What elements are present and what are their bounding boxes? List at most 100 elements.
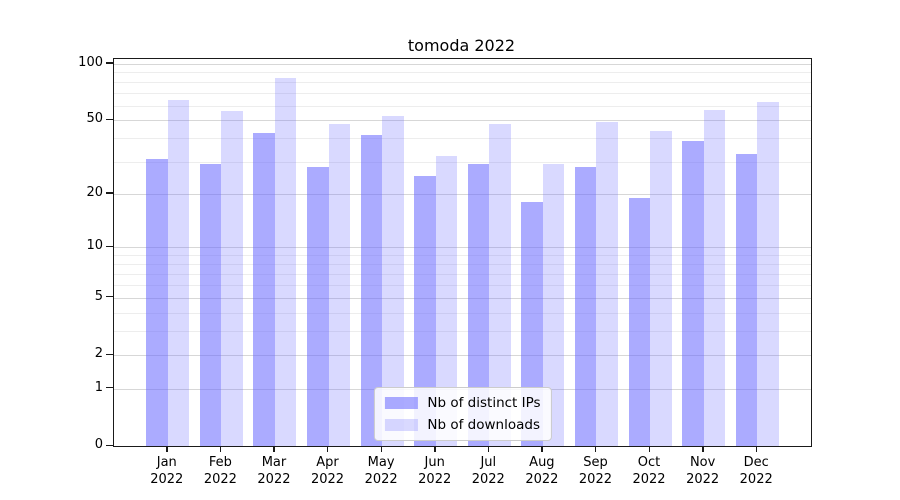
y-tick-label: 0: [94, 437, 103, 452]
x-tick-label: Jun 2022: [405, 454, 465, 488]
y-major-gridline: [114, 120, 811, 122]
x-tick-year: 2022: [203, 472, 237, 487]
x-tick-label: Nov 2022: [673, 454, 733, 488]
bar-distinct-ips-apr: [307, 167, 329, 446]
x-tick-label: Apr 2022: [298, 454, 358, 488]
x-tick-year: 2022: [471, 472, 505, 487]
bar-downloads-jun: [435, 156, 458, 446]
y-tick-mark: [106, 118, 113, 121]
bar-downloads-jul: [489, 123, 511, 446]
x-tick-label: Jan 2022: [137, 454, 197, 488]
x-tick-month: Dec: [743, 455, 769, 470]
y-minor-gridline: [114, 264, 811, 266]
y-tick-label: 2: [94, 346, 103, 361]
x-tick-mark: [755, 446, 758, 452]
y-tick-mark: [106, 62, 113, 64]
y-major-gridline: [114, 63, 811, 65]
y-tick-label: 20: [86, 184, 103, 200]
x-tick-year: 2022: [150, 472, 184, 487]
bar-distinct-ips-mar: [253, 132, 275, 446]
x-tick-year: 2022: [739, 472, 773, 487]
bar-distinct-ips-jul: [467, 164, 490, 446]
y-minor-gridline: [114, 72, 811, 74]
x-tick-month: Nov: [689, 455, 716, 470]
x-tick-mark: [487, 446, 490, 452]
legend-label-downloads: Nb of downloads: [427, 417, 540, 433]
x-tick-mark: [380, 446, 383, 452]
y-tick-mark: [106, 353, 113, 355]
y-minor-gridline: [114, 284, 811, 286]
y-major-gridline: [114, 193, 811, 195]
y-minor-gridline: [114, 312, 811, 314]
x-tick-mark: [166, 446, 168, 452]
bar-downloads-feb: [221, 111, 243, 446]
x-tick-month: Jul: [480, 455, 497, 470]
bar-downloads-may: [382, 115, 404, 446]
x-tick-mark: [648, 446, 650, 452]
bar-downloads-mar: [274, 78, 297, 446]
x-tick-mark: [702, 446, 704, 452]
bar-distinct-ips-feb: [199, 164, 222, 446]
x-tick-label: Aug 2022: [512, 454, 572, 488]
bar-distinct-ips-may: [360, 134, 383, 446]
bar-downloads-apr: [328, 123, 351, 446]
bar-distinct-ips-dec: [735, 153, 758, 446]
x-tick-label: Mar 2022: [244, 454, 304, 488]
y-tick-mark: [106, 192, 113, 194]
x-tick-label: May 2022: [351, 454, 411, 488]
y-minor-gridline: [114, 255, 811, 257]
bar-distinct-ips-nov: [682, 140, 704, 446]
bar-downloads-jan: [167, 100, 190, 446]
x-tick-month: Jan: [156, 455, 177, 470]
x-tick-label: Dec 2022: [726, 454, 786, 488]
x-tick-label: Jul 2022: [458, 454, 518, 488]
y-major-gridline: [114, 297, 811, 299]
y-minor-gridline: [114, 138, 811, 140]
legend-item-downloads: Nb of downloads: [384, 417, 540, 433]
bar-distinct-ips-sep: [574, 167, 597, 446]
x-tick-label: Feb 2022: [190, 454, 250, 488]
bar-distinct-ips-aug: [521, 202, 543, 446]
x-tick-year: 2022: [686, 472, 720, 487]
bar-downloads-oct: [650, 130, 672, 446]
bar-downloads-sep: [596, 122, 618, 446]
x-tick-year: 2022: [632, 472, 666, 487]
y-tick-mark: [106, 444, 113, 446]
y-minor-gridline: [114, 92, 811, 94]
y-minor-gridline: [114, 273, 811, 275]
x-tick-mark: [273, 446, 275, 452]
x-tick-mark: [434, 446, 436, 452]
legend-swatch-distinct-ips-icon: [384, 397, 418, 409]
x-tick-year: 2022: [578, 472, 612, 487]
x-tick-label: Sep 2022: [565, 454, 625, 488]
y-major-gridline: [114, 355, 811, 356]
x-tick-year: 2022: [418, 472, 452, 487]
y-minor-gridline: [114, 161, 811, 163]
chart-title: tomoda 2022: [407, 36, 516, 55]
plot-area: Nb of distinct IPs Nb of downloads: [113, 58, 812, 447]
legend-item-distinct-ips: Nb of distinct IPs: [384, 395, 541, 411]
y-tick-label: 100: [78, 54, 103, 70]
bar-distinct-ips-jan: [146, 159, 168, 446]
bar-downloads-dec: [757, 101, 779, 446]
y-tick-label: 10: [86, 238, 103, 254]
x-tick-month: Oct: [637, 455, 661, 470]
legend-swatch-downloads-icon: [384, 419, 418, 431]
x-tick-label: Oct 2022: [619, 454, 679, 488]
x-tick-month: Jun: [424, 455, 445, 470]
y-minor-gridline: [114, 82, 811, 84]
y-tick-label: 50: [86, 111, 103, 127]
y-tick-mark: [106, 245, 113, 248]
bar-downloads-aug: [542, 164, 565, 446]
bar-distinct-ips-oct: [628, 197, 651, 446]
x-tick-month: Feb: [208, 455, 232, 470]
x-tick-mark: [219, 446, 222, 452]
x-tick-year: 2022: [525, 472, 559, 487]
y-tick-mark: [106, 387, 113, 389]
y-tick-mark: [106, 296, 113, 298]
x-tick-year: 2022: [364, 472, 398, 487]
x-tick-year: 2022: [310, 472, 345, 487]
legend: Nb of distinct IPs Nb of downloads: [373, 387, 552, 441]
x-tick-year: 2022: [257, 472, 291, 487]
